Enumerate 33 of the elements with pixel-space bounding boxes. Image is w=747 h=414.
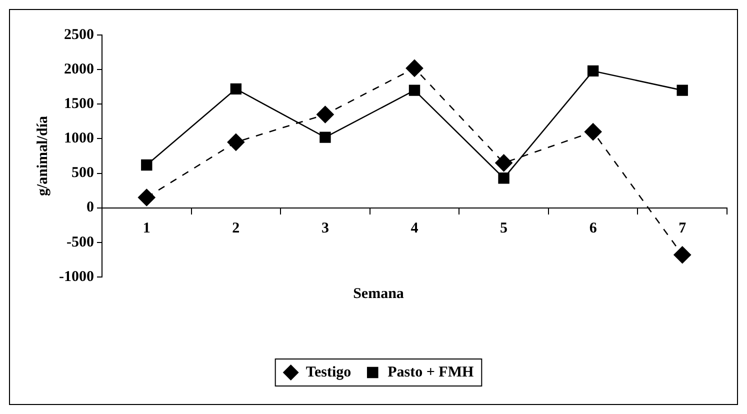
point (138, 188, 156, 206)
point (316, 106, 334, 124)
point (674, 246, 692, 264)
point (406, 60, 424, 77)
y-tick-label: 1000 (64, 130, 94, 147)
legend-label: Testigo (306, 364, 352, 380)
point (408, 84, 420, 96)
y-tick-label: -500 (66, 234, 94, 250)
point (227, 134, 245, 151)
point (587, 65, 599, 77)
point (230, 83, 242, 95)
x-axis-title: Semana (353, 286, 404, 302)
y-tick-label: 500 (71, 165, 94, 182)
x-tick-label: 1 (142, 220, 150, 237)
y-tick-label: 0 (86, 200, 94, 216)
x-tick-label: 7 (678, 220, 687, 237)
x-tick-label: 2 (232, 220, 240, 237)
x-tick-label: 6 (589, 220, 598, 237)
point (141, 159, 152, 171)
x-tick-label: 5 (500, 220, 508, 237)
x-tick-label: 4 (410, 220, 419, 237)
point (676, 84, 688, 96)
y-tick-label: 2000 (64, 61, 94, 78)
y-tick-label: 2500 (64, 26, 94, 43)
legend-label: Pasto + FMH (388, 364, 474, 380)
point (584, 123, 602, 140)
point (498, 172, 510, 184)
y-tick-label: 1500 (64, 96, 94, 112)
point (320, 132, 331, 143)
x-tick-label: 3 (321, 220, 329, 237)
point (495, 154, 512, 172)
y-tick-label: -1000 (58, 268, 94, 285)
y-axis-title: g/animal/día (34, 116, 51, 196)
